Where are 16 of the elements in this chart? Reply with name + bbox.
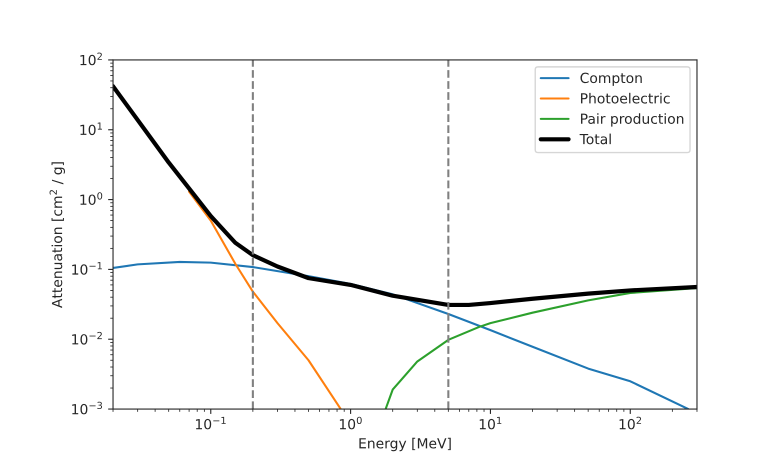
y-axis-title: Attenuation [cm$^{2}$ / g] bbox=[50, 162, 65, 308]
legend-label: Total bbox=[580, 134, 611, 144]
y-tick-label: 10$^{−1}$ bbox=[72, 262, 102, 275]
y-tick-label: 10$^{2}$ bbox=[80, 52, 102, 66]
x-tick-label: 10$^{2}$ bbox=[620, 416, 642, 430]
legend-label: Photoelectric bbox=[581, 92, 670, 104]
x-tick-label: 10$^{0}$ bbox=[340, 416, 362, 430]
y-tick-label: 10$^{1}$ bbox=[80, 122, 102, 136]
y-tick-label: 10$^{−3}$ bbox=[72, 402, 102, 414]
legend-label: Pair production bbox=[581, 113, 684, 127]
x-axis-title: Energy [MeV] bbox=[359, 438, 451, 452]
legend-label: Compton bbox=[580, 72, 642, 86]
x-tick-label: 10$^{1}$ bbox=[480, 416, 502, 430]
x-tick-label: 10$^{−1}$ bbox=[196, 416, 226, 430]
y-tick-label: 10$^{−2}$ bbox=[72, 332, 102, 345]
y-tick-label: 10$^{0}$ bbox=[80, 192, 102, 205]
